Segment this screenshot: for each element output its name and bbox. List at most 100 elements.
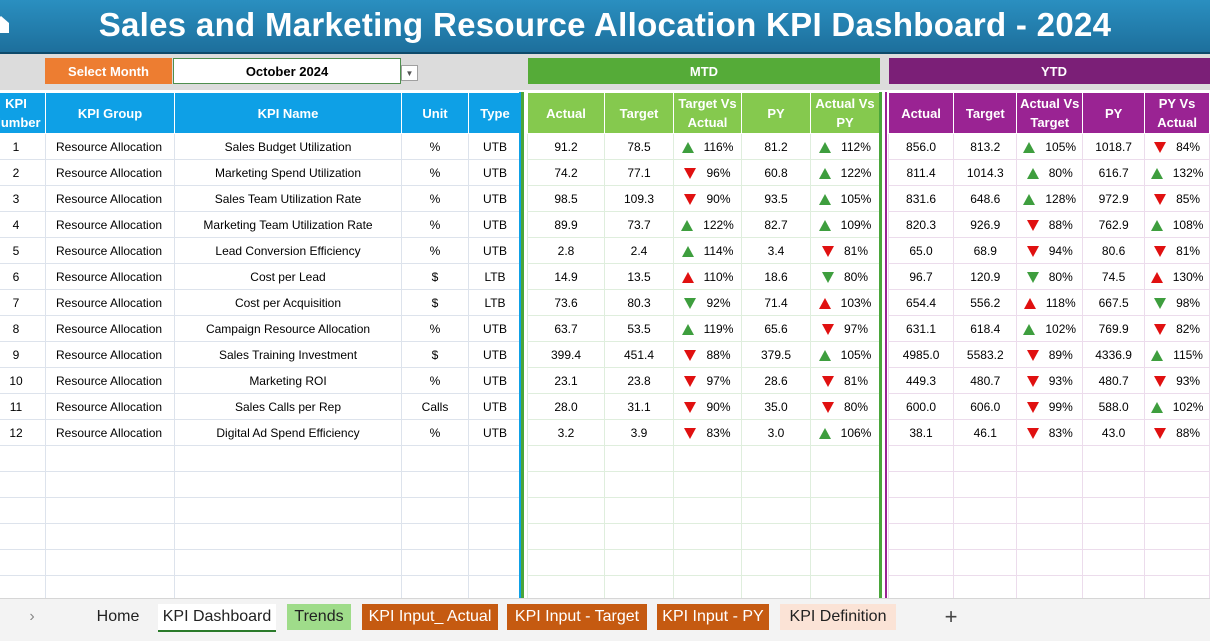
kpi-number-cell: 1 bbox=[0, 133, 46, 160]
empty-cell bbox=[1144, 445, 1210, 472]
mtd-actual-vs-py-cell: 81% bbox=[810, 237, 880, 264]
add-sheet-button[interactable]: + bbox=[944, 604, 958, 629]
empty-cell bbox=[953, 575, 1018, 602]
ytd-target-cell: 120.9 bbox=[953, 263, 1018, 290]
trend-arrow-icon bbox=[1026, 245, 1039, 257]
ytd-py-vs-actual-cell-value: 132% bbox=[1172, 165, 1204, 180]
empty-cell bbox=[604, 549, 674, 576]
mtd-actual-vs-py-cell-value: 106% bbox=[840, 425, 872, 440]
empty-cell bbox=[887, 523, 955, 550]
trend-arrow-icon bbox=[818, 349, 831, 361]
kpi-number-cell: 4 bbox=[0, 211, 46, 238]
unit-cell: Calls bbox=[401, 393, 469, 420]
empty-cell bbox=[1144, 497, 1210, 524]
tab-trends[interactable]: Trends bbox=[287, 604, 351, 630]
ytd-py-vs-actual-cell: 82% bbox=[1144, 315, 1210, 342]
table-row bbox=[887, 445, 1210, 472]
ytd-py-vs-actual-cell: 102% bbox=[1144, 393, 1210, 420]
kpi-name-cell: Marketing Spend Utilization bbox=[174, 159, 402, 186]
ytd-section-header: YTD bbox=[889, 58, 1210, 84]
ytd-actual-vs-target-cell-value: 80% bbox=[1048, 269, 1073, 284]
kpi-group-cell: Resource Allocation bbox=[45, 263, 175, 290]
tab-scroll-right-button[interactable]: › bbox=[29, 608, 35, 625]
empty-cell bbox=[673, 549, 742, 576]
table-row: 96.7 120.9 80% 74.5 130% bbox=[887, 263, 1210, 290]
empty-cell bbox=[1082, 471, 1146, 498]
ytd-actual-vs-target-cell-value: 83% bbox=[1048, 425, 1073, 440]
mtd-actual-vs-py-cell-value: 80% bbox=[843, 269, 869, 284]
home-icon[interactable] bbox=[0, 14, 10, 34]
kpi-number-cell: 2 bbox=[0, 159, 46, 186]
kpi-group-cell: Resource Allocation bbox=[45, 315, 175, 342]
mtd-target-vs-actual-cell-value: 92% bbox=[706, 295, 731, 310]
empty-cell bbox=[468, 549, 522, 576]
ytd-target-cell: 813.2 bbox=[953, 133, 1018, 160]
empty-cell bbox=[527, 471, 605, 498]
ytd-actual-vs-target-cell: 88% bbox=[1016, 211, 1084, 238]
tab-kpi-input-actual[interactable]: KPI Input_ Actual bbox=[362, 604, 498, 630]
empty-cell bbox=[401, 445, 469, 472]
table-row: 449.3 480.7 93% 480.7 93% bbox=[887, 367, 1210, 394]
mtd-actual-cell: 89.9 bbox=[527, 211, 605, 238]
ytd-actual-cell: 600.0 bbox=[887, 393, 955, 420]
tab-kpi-input-target[interactable]: KPI Input - Target bbox=[507, 604, 647, 630]
unit-cell: % bbox=[401, 237, 469, 264]
kpi-number-cell: 6 bbox=[0, 263, 46, 290]
mtd-actual-cell: 14.9 bbox=[527, 263, 605, 290]
empty-cell bbox=[810, 471, 880, 498]
type-cell: UTB bbox=[468, 133, 522, 160]
trend-arrow-icon bbox=[681, 245, 694, 257]
ytd-target-cell: 5583.2 bbox=[953, 341, 1018, 368]
table-row bbox=[887, 549, 1210, 576]
mtd-actual-cell: 98.5 bbox=[527, 185, 605, 212]
trend-arrow-icon bbox=[1154, 245, 1167, 257]
mtd-py-cell: 71.4 bbox=[741, 289, 811, 316]
ytd-actual-vs-target-cell: 80% bbox=[1016, 159, 1084, 186]
table-row: 856.0 813.2 105% 1018.7 84% bbox=[887, 133, 1210, 160]
empty-cell bbox=[810, 523, 880, 550]
tab-home[interactable]: Home bbox=[96, 608, 140, 625]
kpi-name-cell: Cost per Acquisition bbox=[174, 289, 402, 316]
ytd-actual-cell: 449.3 bbox=[887, 367, 955, 394]
unit-cell: % bbox=[401, 367, 469, 394]
trend-arrow-icon bbox=[1026, 219, 1039, 231]
trend-arrow-icon bbox=[1026, 401, 1039, 413]
mtd-py-cell: 81.2 bbox=[741, 133, 811, 160]
ytd-target-cell: 68.9 bbox=[953, 237, 1018, 264]
mtd-py-cell: 28.6 bbox=[741, 367, 811, 394]
col-header-mtd-py: PY bbox=[741, 92, 811, 134]
table-row: 63.7 53.5 119% 65.6 97% bbox=[527, 315, 880, 342]
kpi-name-cell: Marketing ROI bbox=[174, 367, 402, 394]
kpi-group-cell: Resource Allocation bbox=[45, 237, 175, 264]
empty-cell bbox=[468, 445, 522, 472]
ytd-py-vs-actual-cell: 88% bbox=[1144, 419, 1210, 446]
ytd-actual-vs-target-cell: 128% bbox=[1016, 185, 1084, 212]
tab-kpi-input-py[interactable]: KPI Input - PY bbox=[657, 604, 769, 630]
tab-kpi-definition[interactable]: KPI Definition bbox=[780, 604, 896, 630]
empty-cell bbox=[604, 445, 674, 472]
table-row: 811.4 1014.3 80% 616.7 132% bbox=[887, 159, 1210, 186]
type-cell: UTB bbox=[468, 159, 522, 186]
mtd-target-cell: 2.4 bbox=[604, 237, 674, 264]
table-row bbox=[887, 523, 1210, 550]
trend-arrow-icon bbox=[681, 323, 694, 335]
ytd-target-cell: 556.2 bbox=[953, 289, 1018, 316]
kpi-number-cell: 12 bbox=[0, 419, 46, 446]
trend-arrow-icon bbox=[1023, 141, 1036, 153]
type-cell: LTB bbox=[468, 263, 522, 290]
trend-arrow-icon bbox=[821, 245, 834, 257]
type-cell: UTB bbox=[468, 211, 522, 238]
ytd-target-cell: 618.4 bbox=[953, 315, 1018, 342]
month-select[interactable]: October 2024 bbox=[173, 58, 401, 84]
ytd-py-vs-actual-cell: 132% bbox=[1144, 159, 1210, 186]
mtd-py-cell: 3.4 bbox=[741, 237, 811, 264]
tab-kpi-dashboard[interactable]: KPI Dashboard bbox=[158, 604, 276, 632]
empty-cell bbox=[887, 549, 955, 576]
col-header-ytd-py-vs-actual: PY Vs Actual bbox=[1144, 92, 1210, 134]
trend-arrow-icon bbox=[821, 401, 834, 413]
trend-arrow-icon bbox=[1154, 427, 1167, 439]
table-row: 2.8 2.4 114% 3.4 81% bbox=[527, 237, 880, 264]
mtd-actual-vs-py-cell-value: 81% bbox=[843, 243, 869, 258]
table-row bbox=[887, 497, 1210, 524]
chevron-down-icon[interactable]: ▼ bbox=[401, 65, 418, 81]
